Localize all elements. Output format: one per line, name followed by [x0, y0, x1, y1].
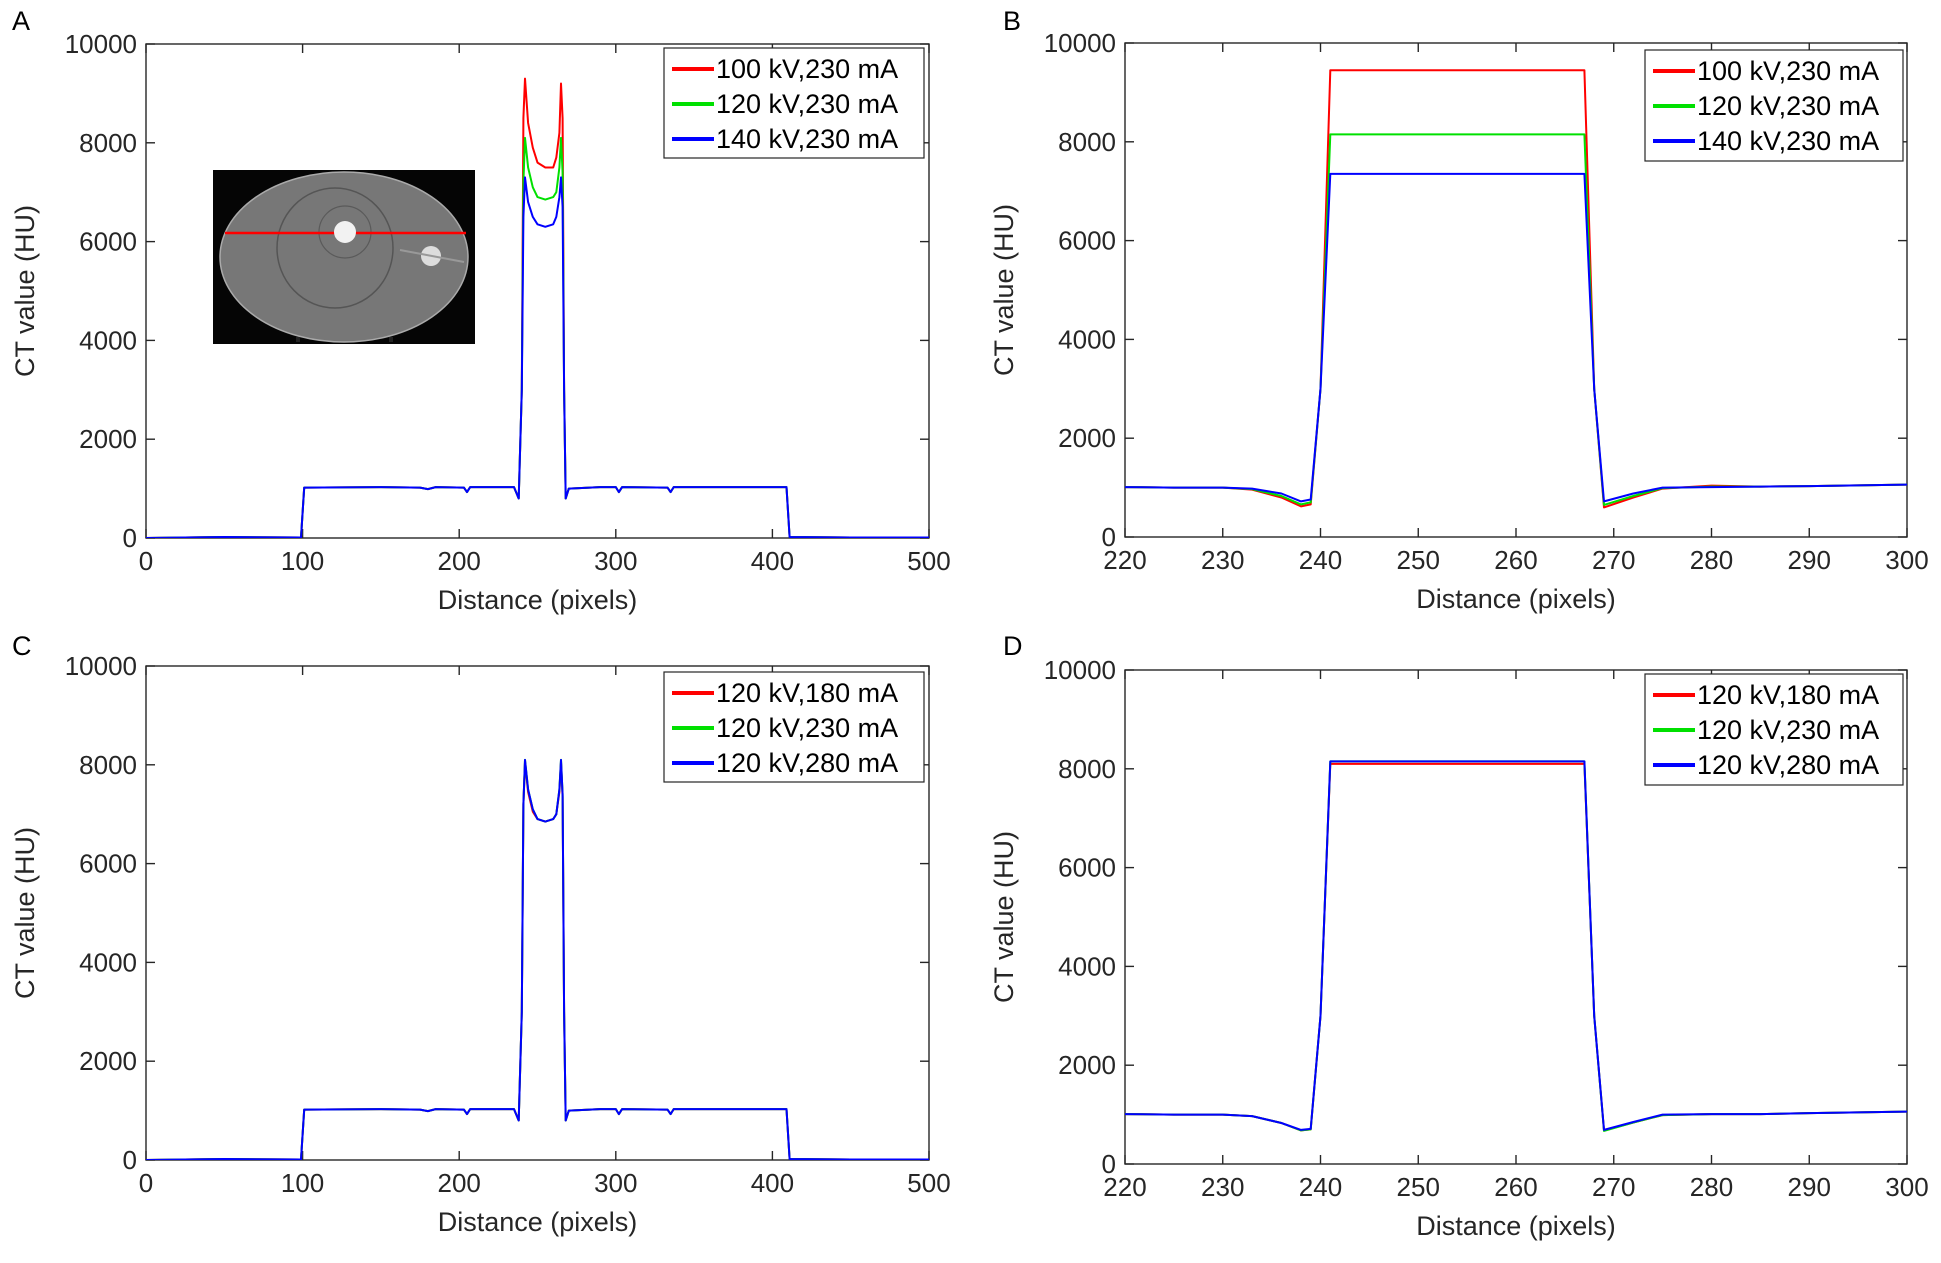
phantom-ct-inset — [213, 170, 475, 344]
y-tick-label: 2000 — [1058, 1050, 1116, 1080]
x-tick-label: 270 — [1592, 545, 1635, 575]
x-axis-label: Distance (pixels) — [438, 585, 638, 615]
legend-label: 140 kV,230 mA — [1697, 126, 1879, 156]
legend-label: 120 kV,280 mA — [1697, 750, 1879, 780]
panel-b: B 220 230 240 250 260 270 280 290 300 0 2000 4000 60… — [989, 6, 1929, 614]
y-tick-label: 4000 — [79, 947, 137, 977]
legend: 120 kV,180 mA 120 kV,230 mA 120 kV,280 mA — [663, 671, 925, 783]
legend-label: 100 kV,230 mA — [1697, 56, 1879, 86]
legend-label: 120 kV,230 mA — [716, 713, 898, 743]
series-line-3 — [146, 758, 929, 1160]
x-tick-label: 400 — [751, 546, 794, 576]
y-tick-label: 2000 — [79, 1046, 137, 1076]
x-tick-label: 200 — [438, 1168, 481, 1198]
x-tick-label: 290 — [1788, 1172, 1831, 1202]
series-line-3 — [146, 176, 929, 538]
x-tick-label: 300 — [1885, 545, 1928, 575]
panel-d: D 220 230 240 250 260 270 280 290 300 0 2000 4000 60… — [989, 631, 1929, 1241]
y-tick-label: 10000 — [1044, 655, 1116, 685]
legend-label: 120 kV,230 mA — [1697, 715, 1879, 745]
x-axis-label: Distance (pixels) — [1416, 1211, 1616, 1241]
x-tick-label: 0 — [139, 546, 153, 576]
x-tick-label: 230 — [1201, 545, 1244, 575]
x-tick-label: 290 — [1788, 545, 1831, 575]
y-tick-label: 6000 — [79, 849, 137, 879]
y-tick-label: 10000 — [65, 29, 137, 59]
y-tick-label: 0 — [1102, 522, 1116, 552]
panel-letter: C — [12, 631, 32, 661]
y-axis-label: CT value (HU) — [10, 827, 40, 999]
legend-label: 120 kV,180 mA — [716, 678, 898, 708]
phantom-insert-center — [334, 221, 356, 243]
panel-a: A 0 100 200 300 400 500 0 2000 4000 6000 8000 10000… — [10, 6, 951, 615]
x-tick-label: 100 — [281, 1168, 324, 1198]
x-axis-label: Distance (pixels) — [1416, 584, 1616, 614]
legend: 120 kV,180 mA 120 kV,230 mA 120 kV,280 mA — [1644, 673, 1904, 786]
x-tick-label: 250 — [1397, 545, 1440, 575]
legend-label: 100 kV,230 mA — [716, 54, 898, 84]
phantom-body — [219, 171, 469, 343]
x-tick-label: 500 — [907, 546, 950, 576]
x-tick-label: 280 — [1690, 1172, 1733, 1202]
x-tick-label: 300 — [594, 1168, 637, 1198]
x-tick-label: 400 — [751, 1168, 794, 1198]
x-tick-label: 200 — [438, 546, 481, 576]
legend: 100 kV,230 mA 120 kV,230 mA 140 kV,230 mA — [663, 47, 925, 159]
y-tick-label: 0 — [123, 1145, 137, 1175]
legend-label: 120 kV,280 mA — [716, 748, 898, 778]
y-axis-label: CT value (HU) — [10, 205, 40, 377]
legend-label: 120 kV,230 mA — [716, 89, 898, 119]
y-tick-label: 4000 — [79, 325, 137, 355]
y-tick-label: 10000 — [1044, 28, 1116, 58]
y-axis-label: CT value (HU) — [989, 831, 1019, 1003]
y-tick-label: 4000 — [1058, 951, 1116, 981]
y-tick-label: 0 — [123, 523, 137, 553]
panel-letter: A — [12, 6, 30, 36]
x-tick-label: 260 — [1494, 545, 1537, 575]
y-axis-label: CT value (HU) — [989, 204, 1019, 376]
y-tick-label: 0 — [1102, 1149, 1116, 1179]
x-tick-label: 0 — [139, 1168, 153, 1198]
x-tick-label: 300 — [594, 546, 637, 576]
legend-label: 120 kV,180 mA — [1697, 680, 1879, 710]
y-tick-label: 2000 — [79, 424, 137, 454]
series-line-3 — [1125, 172, 1907, 503]
x-tick-label: 230 — [1201, 1172, 1244, 1202]
x-tick-label: 250 — [1397, 1172, 1440, 1202]
y-tick-label: 6000 — [1058, 853, 1116, 883]
y-tick-label: 2000 — [1058, 423, 1116, 453]
x-tick-label: 220 — [1103, 545, 1146, 575]
x-tick-label: 500 — [907, 1168, 950, 1198]
x-tick-label: 240 — [1299, 545, 1342, 575]
y-tick-label: 4000 — [1058, 324, 1116, 354]
legend: 100 kV,230 mA 120 kV,230 mA 140 kV,230 mA — [1644, 49, 1904, 162]
panel-letter: B — [1003, 6, 1021, 36]
phantom-streak — [399, 249, 465, 263]
x-axis-label: Distance (pixels) — [438, 1207, 638, 1237]
x-tick-label: 240 — [1299, 1172, 1342, 1202]
x-tick-label: 280 — [1690, 545, 1733, 575]
panel-letter: D — [1003, 631, 1023, 661]
phantom-foot-right — [389, 337, 393, 342]
x-tick-label: 220 — [1103, 1172, 1146, 1202]
x-tick-label: 300 — [1885, 1172, 1928, 1202]
x-tick-label: 260 — [1494, 1172, 1537, 1202]
y-tick-label: 6000 — [1058, 226, 1116, 256]
y-tick-label: 8000 — [79, 750, 137, 780]
y-tick-label: 8000 — [1058, 127, 1116, 157]
legend-label: 120 kV,230 mA — [1697, 91, 1879, 121]
panel-c: C 0 100 200 300 400 500 0 2000 4000 6000 8000 10000… — [10, 631, 951, 1237]
x-tick-label: 270 — [1592, 1172, 1635, 1202]
y-tick-label: 8000 — [1058, 754, 1116, 784]
y-tick-label: 8000 — [79, 128, 137, 158]
phantom-inner-ring — [276, 187, 394, 309]
legend-label: 140 kV,230 mA — [716, 124, 898, 154]
x-tick-label: 100 — [281, 546, 324, 576]
y-tick-label: 10000 — [65, 651, 137, 681]
y-tick-label: 6000 — [79, 227, 137, 257]
phantom-foot-left — [296, 337, 300, 342]
series-line-3 — [1125, 760, 1907, 1131]
